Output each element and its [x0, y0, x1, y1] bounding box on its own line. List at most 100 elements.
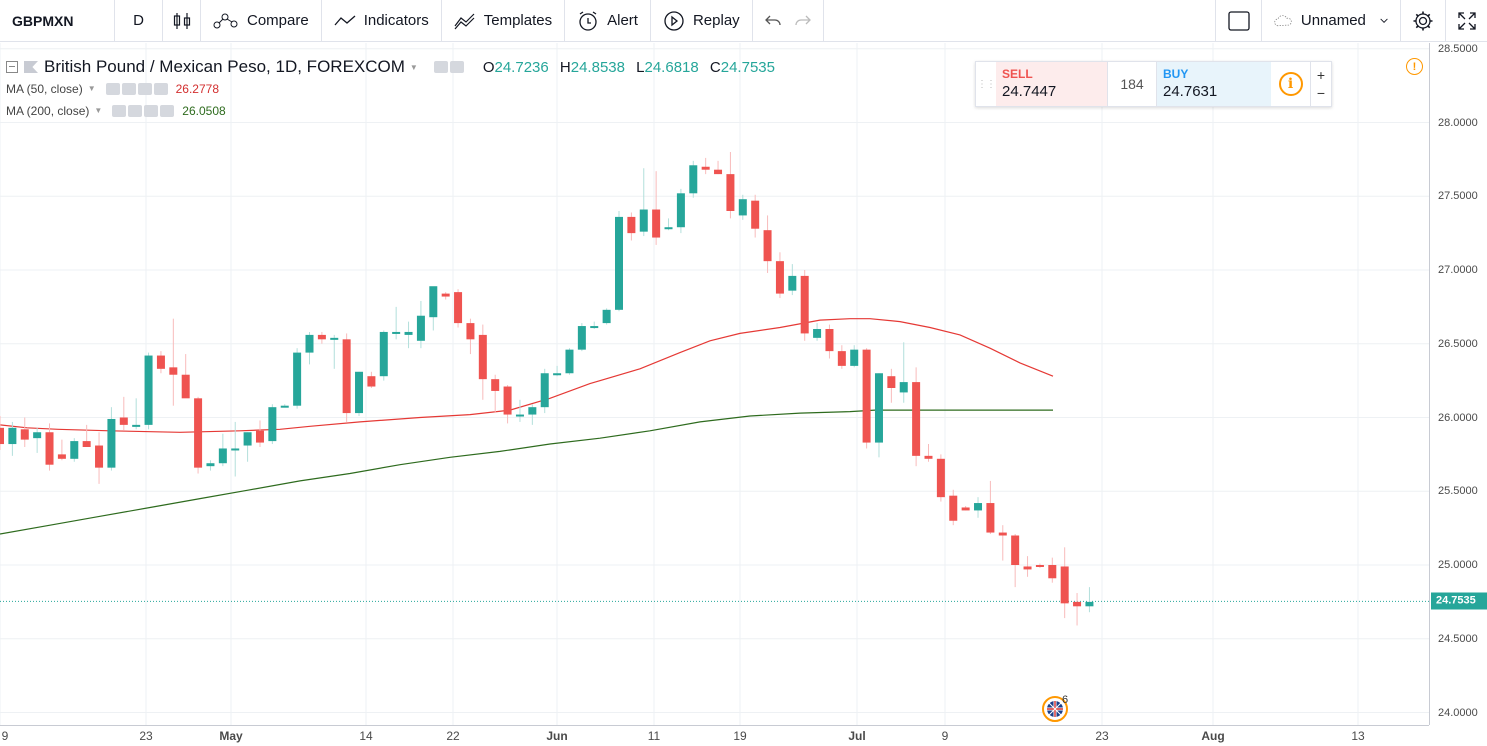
candle[interactable]	[107, 407, 116, 471]
candle[interactable]	[590, 321, 599, 329]
trade-info-button[interactable]: i	[1271, 62, 1311, 106]
buy-button[interactable]: BUY 24.7631	[1157, 62, 1271, 106]
candle[interactable]	[565, 348, 574, 375]
candle[interactable]	[949, 489, 958, 526]
eye-icon[interactable]	[105, 82, 120, 95]
gear-icon[interactable]	[121, 82, 136, 95]
candle[interactable]	[342, 333, 351, 422]
sell-button[interactable]: SELL 24.7447	[996, 62, 1107, 106]
candle[interactable]	[305, 331, 314, 365]
candle[interactable]	[726, 152, 735, 219]
candle[interactable]	[82, 424, 91, 447]
candle[interactable]	[664, 218, 673, 231]
candle[interactable]	[466, 318, 475, 355]
candle[interactable]	[367, 371, 376, 388]
candle[interactable]	[1035, 563, 1044, 568]
candle[interactable]	[243, 432, 252, 462]
gear-icon[interactable]	[128, 104, 143, 117]
candle[interactable]	[330, 334, 339, 369]
templates-button[interactable]: Templates	[442, 0, 566, 41]
candle[interactable]	[206, 460, 215, 471]
candle[interactable]	[454, 289, 463, 328]
candle[interactable]	[45, 423, 54, 471]
candle[interactable]	[775, 252, 784, 299]
candle[interactable]	[181, 354, 190, 399]
candle[interactable]	[1085, 587, 1094, 613]
gear-icon[interactable]	[449, 61, 464, 73]
candle[interactable]	[119, 396, 128, 431]
candle[interactable]	[577, 323, 586, 352]
warning-icon[interactable]: !	[1406, 58, 1423, 75]
candle[interactable]	[998, 525, 1007, 561]
replay-button[interactable]: Replay	[651, 0, 753, 41]
candle[interactable]	[862, 348, 871, 449]
candle[interactable]	[763, 215, 772, 273]
candle[interactable]	[961, 506, 970, 511]
candle[interactable]	[553, 365, 562, 377]
candle[interactable]	[986, 480, 995, 535]
candle[interactable]	[1011, 534, 1020, 588]
decrease-button[interactable]: −	[1316, 85, 1326, 101]
candle[interactable]	[491, 374, 500, 414]
candle[interactable]	[800, 270, 809, 341]
caret-down-icon[interactable]: ▼	[94, 106, 103, 115]
candle[interactable]	[57, 439, 66, 461]
candle[interactable]	[0, 416, 4, 450]
increase-button[interactable]: +	[1316, 67, 1326, 83]
candle[interactable]	[788, 264, 797, 296]
candle[interactable]	[1023, 556, 1032, 577]
candle[interactable]	[899, 342, 908, 403]
candle[interactable]	[540, 368, 549, 414]
compare-button[interactable]: Compare	[201, 0, 322, 41]
candle[interactable]	[515, 399, 524, 422]
candle[interactable]	[20, 417, 29, 448]
alert-button[interactable]: Alert	[565, 0, 651, 41]
candle[interactable]	[887, 368, 896, 403]
candle[interactable]	[639, 168, 648, 237]
candle[interactable]	[255, 420, 264, 447]
candle[interactable]	[8, 421, 17, 456]
candle[interactable]	[280, 404, 289, 408]
candle[interactable]	[701, 157, 710, 175]
candle[interactable]	[194, 396, 203, 474]
candle[interactable]	[392, 306, 401, 340]
candle[interactable]	[615, 211, 623, 312]
candle[interactable]	[627, 212, 636, 241]
plus-icon[interactable]	[144, 104, 159, 117]
candle[interactable]	[924, 444, 933, 462]
candle[interactable]	[1048, 557, 1057, 583]
settings-button[interactable]	[1400, 0, 1445, 41]
candle[interactable]	[404, 321, 413, 349]
candle[interactable]	[751, 194, 760, 238]
plus-icon[interactable]	[137, 82, 152, 95]
fullscreen-button[interactable]	[1445, 0, 1487, 41]
candle[interactable]	[825, 324, 834, 359]
undo-icon[interactable]	[764, 14, 781, 28]
candle[interactable]	[416, 300, 425, 349]
candle[interactable]	[689, 160, 698, 198]
interval-button[interactable]: D	[115, 0, 163, 41]
candle[interactable]	[912, 367, 921, 467]
candle[interactable]	[714, 160, 723, 175]
economic-event-flag-icon[interactable]	[1041, 695, 1069, 723]
time-axis[interactable]: 9 23 May 14 22 Jun 11 19 Jul 9 23 Aug 13	[0, 725, 1429, 746]
eye-icon[interactable]	[433, 61, 448, 73]
candle[interactable]	[355, 371, 364, 417]
indicators-button[interactable]: Indicators	[322, 0, 442, 41]
redo-icon[interactable]	[795, 14, 811, 28]
candle[interactable]	[738, 194, 747, 220]
candle[interactable]	[70, 438, 79, 462]
candle[interactable]	[293, 348, 302, 409]
candle[interactable]	[169, 318, 178, 406]
candle[interactable]	[974, 497, 983, 518]
caret-down-icon[interactable]: ▼	[87, 84, 96, 93]
candle[interactable]	[33, 427, 42, 453]
caret-down-icon[interactable]: ▼	[409, 62, 418, 72]
candle[interactable]	[144, 352, 153, 430]
layout-name-button[interactable]: Unnamed	[1261, 0, 1400, 41]
candle[interactable]	[936, 454, 945, 502]
candle[interactable]	[132, 398, 141, 430]
flag-icon[interactable]	[24, 61, 38, 73]
candle[interactable]	[813, 323, 822, 341]
candle[interactable]	[231, 421, 240, 477]
